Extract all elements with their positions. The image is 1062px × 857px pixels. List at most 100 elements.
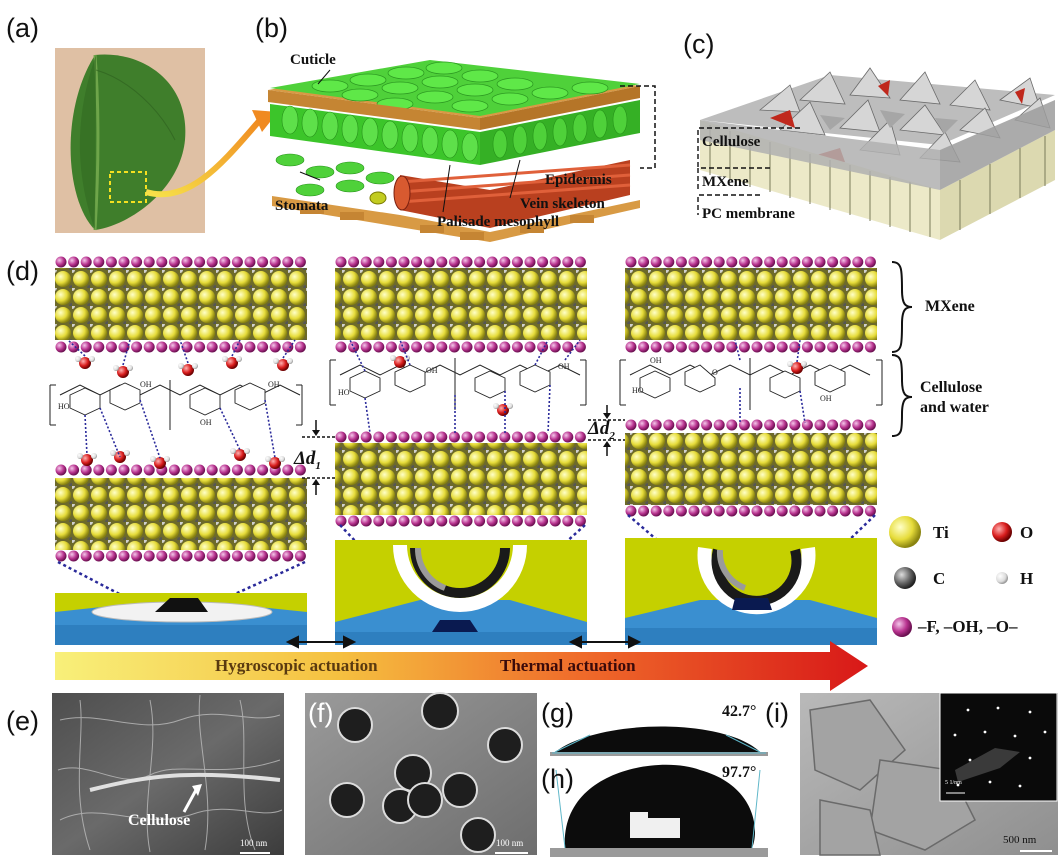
- terminal-atom: [486, 431, 498, 443]
- delta-d2: Δd2: [588, 418, 615, 442]
- terminal-atom: [398, 341, 410, 353]
- terminal-atom: [68, 341, 80, 353]
- terminal-atom: [738, 505, 750, 517]
- terminal-atom: [181, 550, 193, 562]
- terminal-atom: [423, 256, 435, 268]
- terminal-atom: [373, 515, 385, 527]
- panel-h-contact-angle: [550, 757, 768, 857]
- terminal-atom: [562, 341, 574, 353]
- terminal-atom: [294, 550, 306, 562]
- terminal-atom: [776, 256, 788, 268]
- delta-d1-sub: 1: [315, 459, 321, 472]
- terminal-atom: [118, 550, 130, 562]
- contact-angle-g: 42.7°: [722, 703, 757, 720]
- panel-b-leaf-structure: [268, 60, 656, 242]
- terminal-atom: [650, 419, 662, 431]
- mol-label-oh-3: OH: [268, 380, 280, 389]
- terminal-atom: [131, 464, 143, 476]
- terminal-atom: [411, 515, 423, 527]
- terminal-atom: [738, 256, 750, 268]
- terminal-atom: [650, 505, 662, 517]
- terminal-atom: [839, 505, 851, 517]
- terminal-atom: [105, 256, 117, 268]
- terminal-atom: [448, 515, 460, 527]
- terminal-atom: [131, 341, 143, 353]
- terminal-atom: [156, 256, 168, 268]
- terminal-atom: [398, 431, 410, 443]
- terminal-atom: [181, 464, 193, 476]
- terminal-atom: [663, 419, 675, 431]
- legend-h: H: [1020, 569, 1034, 588]
- terminal-atom: [726, 341, 738, 353]
- terminal-atom: [839, 419, 851, 431]
- terminal-atom: [751, 256, 763, 268]
- terminal-atom: [461, 341, 473, 353]
- terminal-atom: [688, 341, 700, 353]
- terminal-atom: [143, 550, 155, 562]
- terminal-atom: [93, 256, 105, 268]
- terminal-atom: [764, 505, 776, 517]
- terminal-atom: [282, 550, 294, 562]
- mol-label-o-1: O: [712, 368, 718, 377]
- legend-c: C: [933, 569, 946, 588]
- terminal-atom: [411, 431, 423, 443]
- label-mxene-d: MXene: [925, 298, 975, 315]
- terminal-atom: [663, 341, 675, 353]
- terminal-atom: [789, 505, 801, 517]
- terminal-atom: [801, 256, 813, 268]
- terminal-atom: [194, 550, 206, 562]
- terminal-atom: [574, 256, 586, 268]
- terminal-atom: [562, 515, 574, 527]
- terminal-atom: [373, 431, 385, 443]
- panel-label-c: (c): [683, 29, 715, 59]
- terminal-atom: [206, 464, 218, 476]
- terminal-atom: [625, 341, 637, 353]
- terminal-atom: [80, 256, 92, 268]
- terminal-atom: [814, 419, 826, 431]
- terminal-atom: [244, 256, 256, 268]
- terminal-atom: [156, 341, 168, 353]
- terminal-atom: [156, 550, 168, 562]
- terminal-atom: [486, 256, 498, 268]
- panel-label-d: (d): [6, 256, 39, 286]
- terminal-atom: [360, 431, 372, 443]
- panel-label-e: (e): [6, 706, 39, 736]
- terminal-atom: [436, 431, 448, 443]
- panel-label-a: (a): [6, 13, 39, 43]
- terminal-atom: [181, 256, 193, 268]
- terminal-atom: [524, 256, 536, 268]
- terminal-atom: [549, 515, 561, 527]
- terminal-atom: [713, 505, 725, 517]
- terminal-atom: [864, 419, 876, 431]
- terminal-atom: [93, 464, 105, 476]
- terminal-atom: [713, 419, 725, 431]
- terminal-atom: [335, 256, 347, 268]
- terminal-atom: [726, 419, 738, 431]
- terminal-atom: [549, 256, 561, 268]
- terminal-atom: [701, 505, 713, 517]
- terminal-atom: [55, 256, 67, 268]
- terminal-atom: [131, 256, 143, 268]
- terminal-atom: [398, 256, 410, 268]
- terminal-atom: [93, 341, 105, 353]
- terminal-atom: [650, 256, 662, 268]
- terminal-atom: [574, 515, 586, 527]
- terminal-atom: [511, 256, 523, 268]
- terminal-atom: [814, 256, 826, 268]
- terminal-atom: [827, 419, 839, 431]
- terminal-atom: [638, 341, 650, 353]
- terminal-atom: [360, 515, 372, 527]
- terminal-atom: [474, 256, 486, 268]
- terminal-atom: [852, 505, 864, 517]
- terminal-atom: [839, 341, 851, 353]
- panel-c-film: [697, 67, 1055, 240]
- terminal-atom: [864, 256, 876, 268]
- terminal-atom: [168, 550, 180, 562]
- terminal-atom: [789, 256, 801, 268]
- terminal-atom: [789, 341, 801, 353]
- terminal-atom: [764, 419, 776, 431]
- mol-label-ho-1: HO: [58, 402, 70, 411]
- terminal-atom: [194, 464, 206, 476]
- terminal-atom: [231, 464, 243, 476]
- terminal-atom: [864, 505, 876, 517]
